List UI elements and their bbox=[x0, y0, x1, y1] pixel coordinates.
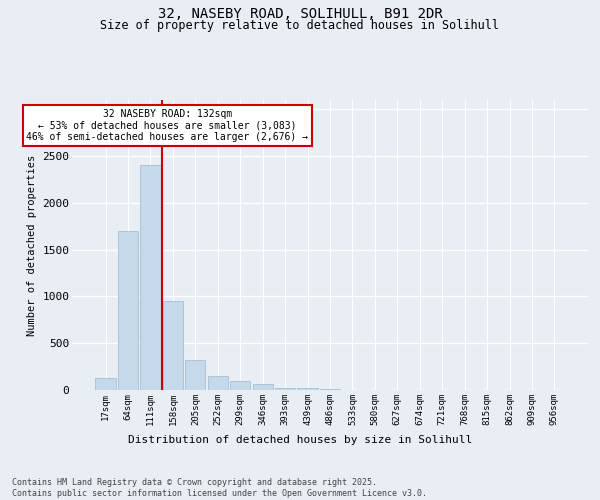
Bar bbox=[118, 231, 138, 390]
Text: Contains HM Land Registry data © Crown copyright and database right 2025.
Contai: Contains HM Land Registry data © Crown c… bbox=[12, 478, 427, 498]
Text: 32, NASEBY ROAD, SOLIHULL, B91 2DR: 32, NASEBY ROAD, SOLIHULL, B91 2DR bbox=[158, 8, 442, 22]
Bar bbox=[208, 376, 228, 390]
Bar bbox=[320, 389, 340, 390]
Bar bbox=[230, 380, 250, 390]
Y-axis label: Number of detached properties: Number of detached properties bbox=[26, 154, 37, 336]
Bar bbox=[298, 388, 317, 390]
Bar bbox=[253, 384, 273, 390]
Text: 32 NASEBY ROAD: 132sqm
← 53% of detached houses are smaller (3,083)
46% of semi-: 32 NASEBY ROAD: 132sqm ← 53% of detached… bbox=[26, 108, 308, 142]
Bar bbox=[185, 360, 205, 390]
Bar bbox=[140, 166, 161, 390]
Text: Size of property relative to detached houses in Solihull: Size of property relative to detached ho… bbox=[101, 19, 499, 32]
Bar bbox=[275, 388, 295, 390]
Text: Distribution of detached houses by size in Solihull: Distribution of detached houses by size … bbox=[128, 435, 472, 445]
Bar bbox=[95, 378, 116, 390]
Bar bbox=[163, 301, 183, 390]
